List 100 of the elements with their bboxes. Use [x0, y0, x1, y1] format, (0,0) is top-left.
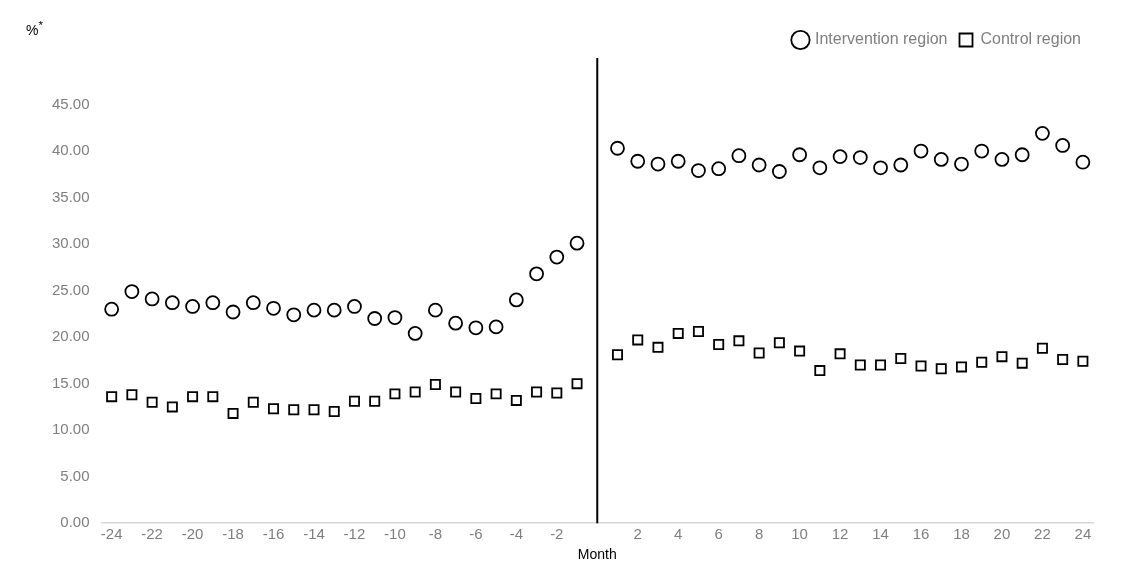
point: [954, 156, 969, 172]
point: [549, 249, 565, 265]
point: [773, 337, 785, 349]
point: [832, 149, 848, 165]
legend-label: Control region: [980, 30, 1081, 48]
point: [652, 341, 664, 353]
x-tick-label: -6: [469, 525, 483, 543]
point: [994, 152, 1010, 167]
x-tick-label: -2: [550, 525, 564, 543]
point: [854, 359, 866, 371]
point: [794, 345, 806, 357]
point: [713, 339, 725, 351]
point: [913, 143, 929, 159]
y-tick-label: 0.00: [60, 513, 90, 531]
point: [450, 386, 462, 398]
x-tick-label: 20: [993, 525, 1011, 543]
y-tick-label: 40.00: [51, 141, 90, 159]
point: [429, 379, 441, 391]
legend-label: Intervention region: [814, 30, 948, 48]
point: [348, 395, 360, 407]
point: [448, 315, 464, 331]
point: [468, 320, 484, 336]
x-tick-label: -18: [222, 525, 244, 543]
x-tick-label: 16: [912, 525, 930, 543]
point: [873, 160, 888, 176]
point: [672, 327, 684, 339]
point: [266, 300, 281, 316]
x-tick-label: -8: [428, 525, 443, 543]
point: [1057, 353, 1069, 365]
point: [569, 235, 585, 251]
y-tick-label: 25.00: [51, 280, 90, 298]
y-tick-label: 45.00: [51, 94, 90, 112]
point: [428, 302, 443, 318]
point: [996, 351, 1008, 363]
point: [288, 404, 300, 416]
point: [733, 335, 745, 347]
point: [387, 310, 403, 325]
point: [104, 301, 120, 317]
x-tick-label: 8: [754, 525, 764, 543]
point: [490, 388, 502, 400]
point: [185, 299, 200, 314]
point: [510, 394, 522, 406]
point: [369, 395, 381, 407]
x-tick-label: 10: [791, 525, 808, 543]
point: [933, 152, 949, 167]
point: [1075, 154, 1091, 170]
point: [409, 386, 421, 398]
point: [751, 157, 767, 173]
point: [650, 156, 666, 172]
x-tick-label: 12: [831, 525, 849, 543]
y-tick-label: 30.00: [51, 234, 90, 252]
point: [1036, 342, 1048, 354]
point: [367, 311, 383, 326]
y-tick-label: 35.00: [51, 187, 90, 205]
point: [814, 365, 826, 377]
point: [812, 160, 828, 176]
y-tick-label: 10.00: [51, 420, 90, 438]
point: [630, 153, 646, 169]
point: [1014, 147, 1030, 163]
point: [852, 150, 868, 165]
point: [955, 361, 967, 373]
point: [692, 326, 704, 338]
point: [875, 359, 887, 371]
point: [1035, 125, 1050, 141]
point: [205, 295, 221, 311]
point: [571, 378, 583, 390]
point: [146, 396, 158, 408]
point: [551, 387, 563, 399]
point: [974, 143, 990, 159]
point: [247, 396, 259, 408]
point: [792, 147, 808, 163]
x-tick-label: -22: [141, 525, 163, 543]
point: [207, 391, 219, 403]
x-tick-label: -10: [384, 525, 406, 543]
point: [1055, 138, 1071, 153]
point: [632, 334, 644, 346]
point: [731, 148, 747, 164]
point: [893, 157, 909, 173]
x-tick-label: -12: [343, 525, 366, 543]
point: [187, 391, 199, 403]
point: [895, 353, 907, 365]
point: [326, 302, 342, 318]
point: [1077, 355, 1089, 367]
point: [347, 299, 362, 314]
x-tick-label: 24: [1074, 525, 1092, 543]
point: [753, 347, 765, 359]
point: [164, 295, 180, 311]
point: [529, 266, 544, 282]
point: [166, 401, 178, 413]
point: [670, 153, 686, 169]
point: [711, 161, 727, 177]
point: [915, 360, 927, 372]
point: [126, 389, 138, 401]
y-tick-label: 20.00: [51, 327, 90, 345]
x-tick-label: 4: [674, 525, 683, 543]
point: [227, 407, 239, 419]
x-tick-label: -24: [100, 525, 123, 543]
point: [610, 140, 625, 156]
point: [691, 163, 706, 178]
x-tick-label: -4: [509, 525, 523, 543]
